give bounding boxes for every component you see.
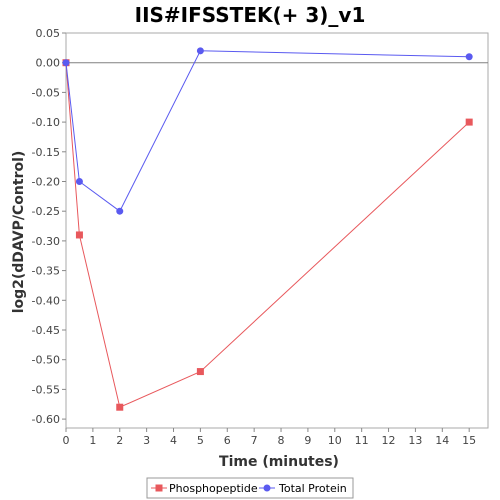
x-axis-title: Time (minutes) bbox=[219, 454, 339, 470]
y-tick-label: -0.10 bbox=[32, 116, 60, 129]
phosphopeptide-point bbox=[465, 118, 473, 126]
x-tick-label: 15 bbox=[462, 434, 476, 447]
x-tick-label: 14 bbox=[435, 434, 449, 447]
y-tick-label: -0.30 bbox=[32, 235, 60, 248]
phosphopeptide-point bbox=[116, 403, 124, 411]
plot-area bbox=[65, 32, 489, 429]
y-tick-label: -0.25 bbox=[32, 205, 60, 218]
legend-total-protein-label: Total Protein bbox=[278, 482, 347, 495]
legend-phosphopeptide-label: Phosphopeptide bbox=[169, 482, 258, 495]
y-tick-label: -0.05 bbox=[32, 86, 60, 99]
x-tick-label: 3 bbox=[143, 434, 150, 447]
y-tick-label: 0.00 bbox=[36, 57, 61, 70]
phosphopeptide-point bbox=[196, 368, 204, 376]
x-tick-label: 13 bbox=[408, 434, 422, 447]
y-tick-label: -0.50 bbox=[32, 354, 60, 367]
x-tick-label: 1 bbox=[89, 434, 96, 447]
y-axis: 0.05 0.00 -0.05 -0.10 -0.15 -0.20 -0.25 -0.30 -0… bbox=[32, 27, 66, 426]
x-tick-label: 12 bbox=[382, 434, 396, 447]
x-tick-label: 4 bbox=[170, 434, 177, 447]
x-tick-label: 0 bbox=[63, 434, 70, 447]
y-tick-label: -0.15 bbox=[32, 146, 60, 159]
total-protein-point bbox=[116, 207, 124, 215]
x-tick-label: 2 bbox=[116, 434, 123, 447]
chart-title: IIS#IFSSTEK(+ 3)_v1 bbox=[135, 3, 366, 27]
legend-phosphopeptide-marker bbox=[155, 484, 163, 492]
total-protein-point bbox=[465, 53, 473, 61]
y-tick-label: -0.20 bbox=[32, 175, 60, 188]
series-layer bbox=[62, 47, 473, 411]
x-tick-label: 9 bbox=[304, 434, 311, 447]
y-axis-title: log2(dDAVP/Control) bbox=[11, 151, 27, 314]
y-tick-label: -0.55 bbox=[32, 383, 60, 396]
x-tick-label: 5 bbox=[197, 434, 204, 447]
phosphopeptide-point bbox=[75, 231, 83, 239]
x-tick-label: 11 bbox=[355, 434, 369, 447]
legend-box bbox=[146, 477, 354, 499]
legend-total-protein-marker bbox=[263, 484, 271, 492]
total-protein-point bbox=[75, 177, 83, 185]
y-tick-label: -0.35 bbox=[32, 265, 60, 278]
x-tick-label: 7 bbox=[251, 434, 258, 447]
total-protein-point bbox=[196, 47, 204, 55]
y-tick-label: -0.40 bbox=[32, 294, 60, 307]
y-tick-label: -0.45 bbox=[32, 324, 60, 337]
x-axis: 0 1 2 3 4 5 6 7 8 9 10 11 12 13 14 15 bbox=[63, 428, 476, 447]
legend: Phosphopeptide Total Protein bbox=[146, 477, 354, 499]
y-tick-label: -0.60 bbox=[32, 413, 60, 426]
y-tick-label: 0.05 bbox=[36, 27, 61, 40]
total-protein-point bbox=[62, 59, 70, 67]
x-tick-label: 6 bbox=[224, 434, 231, 447]
x-tick-label: 10 bbox=[328, 434, 342, 447]
x-tick-label: 8 bbox=[278, 434, 285, 447]
